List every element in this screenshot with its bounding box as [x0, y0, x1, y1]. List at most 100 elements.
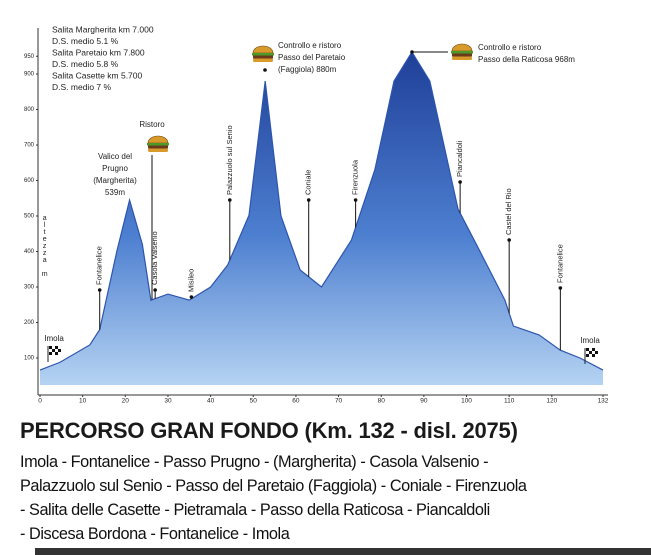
- y-tick-label: 300: [24, 285, 35, 291]
- profile-line: [39, 50, 604, 371]
- place-dot: [153, 288, 157, 292]
- callout: Passo del Paretaio: [278, 53, 346, 62]
- callout: 539m: [105, 188, 125, 197]
- callout: Controllo e ristoro: [278, 41, 342, 50]
- place-dot: [263, 68, 267, 72]
- icon: [586, 348, 589, 351]
- y-tick-label: 500: [24, 214, 35, 220]
- profile-area: [40, 51, 603, 386]
- icon: [49, 346, 52, 349]
- icon: [586, 351, 589, 354]
- place-dot: [507, 238, 511, 242]
- place-dot: [558, 286, 563, 290]
- chart: altezza m 100200300400500600700800900950…: [24, 24, 609, 405]
- callout: Ristoro: [139, 120, 165, 129]
- icon: [253, 55, 273, 59]
- route-line: Palazzuolo sul Senio - Passo del Paretai…: [20, 477, 527, 495]
- icon: [451, 43, 473, 52]
- icon: [595, 351, 598, 354]
- icon: [147, 135, 169, 144]
- icon: [595, 348, 598, 351]
- icon: [592, 351, 595, 354]
- place-label: Misileo: [186, 269, 195, 292]
- x-tick-label: 30: [164, 398, 172, 405]
- y-axis-label: altezza m: [41, 215, 48, 278]
- place-label: Palazzuolo sul Senio: [225, 125, 234, 195]
- icon: [589, 348, 592, 351]
- y-tick-label: 600: [24, 178, 35, 184]
- x-tick-label: 100: [461, 398, 472, 405]
- y-tick-label: 800: [24, 107, 35, 113]
- x-tick-label: 10: [79, 398, 87, 405]
- place-label: Piancaldoli: [455, 140, 464, 177]
- icon: [55, 349, 58, 352]
- icon: [55, 352, 58, 355]
- bottom-bar: [35, 548, 651, 555]
- x-tick-label: 50: [250, 398, 258, 405]
- callout: (Faggiola) 880m: [278, 65, 337, 74]
- place-dot: [227, 198, 232, 202]
- place-label: Casola Valsenio: [150, 231, 159, 285]
- place-label: Castel del Rio: [504, 188, 513, 235]
- place-dot: [189, 295, 194, 299]
- callout: (Margherita): [93, 176, 137, 185]
- route-line: - Discesa Bordona - Fontanelice - Imola: [20, 525, 290, 543]
- x-tick-label: 0: [38, 398, 42, 405]
- callout: Controllo e ristoro: [478, 43, 542, 52]
- y-tick-label: 900: [24, 72, 35, 78]
- icon: [148, 145, 168, 149]
- callout: Prugno: [102, 164, 128, 173]
- icon: [58, 352, 61, 355]
- callout: Imola: [44, 334, 64, 343]
- note: D.S. medio 7 %: [52, 82, 111, 92]
- icon: [595, 354, 598, 357]
- icon: [52, 346, 55, 349]
- icon: [147, 143, 169, 146]
- note: Salita Casette km 5.700: [52, 70, 143, 80]
- route-line: - Salita delle Casette - Pietramala - Pa…: [20, 501, 490, 519]
- icon: [452, 56, 472, 60]
- note: D.S. medio 5.1 %: [52, 36, 119, 46]
- icon: [252, 53, 274, 56]
- x-tick-label: 20: [122, 398, 130, 405]
- place-dot: [410, 50, 414, 54]
- x-tick-label: 40: [207, 398, 215, 405]
- place-dot: [306, 198, 311, 202]
- place-label: Firenzuola: [351, 159, 360, 195]
- callout: Imola: [580, 336, 600, 345]
- place-dot: [353, 198, 358, 202]
- route-line: Imola - Fontanelice - Passo Prugno - (Ma…: [20, 453, 489, 471]
- icon: [589, 354, 592, 357]
- place-dot: [97, 288, 102, 292]
- place-label: Fontanelice: [95, 246, 104, 285]
- x-tick-label: 80: [378, 398, 386, 405]
- x-tick-label: 60: [292, 398, 300, 405]
- x-tick-label: 90: [420, 398, 428, 405]
- icon: [148, 148, 168, 152]
- footer-title: PERCORSO GRAN FONDO (Km. 132 - disl. 207…: [20, 418, 518, 443]
- callout: Valico del: [98, 152, 132, 161]
- x-tick-label: 120: [546, 398, 557, 405]
- callout: Passo della Raticosa 968m: [478, 55, 575, 64]
- icon: [49, 352, 52, 355]
- note: D.S. medio 5.8 %: [52, 59, 119, 69]
- icon: [592, 348, 595, 351]
- icon: [58, 346, 61, 349]
- x-tick-label: 110: [504, 398, 515, 405]
- icon: [252, 45, 274, 54]
- icon: [58, 349, 61, 352]
- place-dot: [458, 180, 462, 184]
- icon: [55, 346, 58, 349]
- icon: [592, 354, 595, 357]
- y-tick-label: 400: [24, 249, 35, 255]
- place-label: Fontanelice: [555, 244, 564, 283]
- icon: [589, 351, 592, 354]
- y-tick-label: 200: [24, 320, 35, 326]
- icon: [49, 349, 52, 352]
- y-tick-label: 700: [24, 143, 35, 149]
- icon: [253, 58, 273, 62]
- icon: [452, 53, 472, 57]
- icon: [586, 354, 589, 357]
- footer: PERCORSO GRAN FONDO (Km. 132 - disl. 207…: [20, 418, 645, 546]
